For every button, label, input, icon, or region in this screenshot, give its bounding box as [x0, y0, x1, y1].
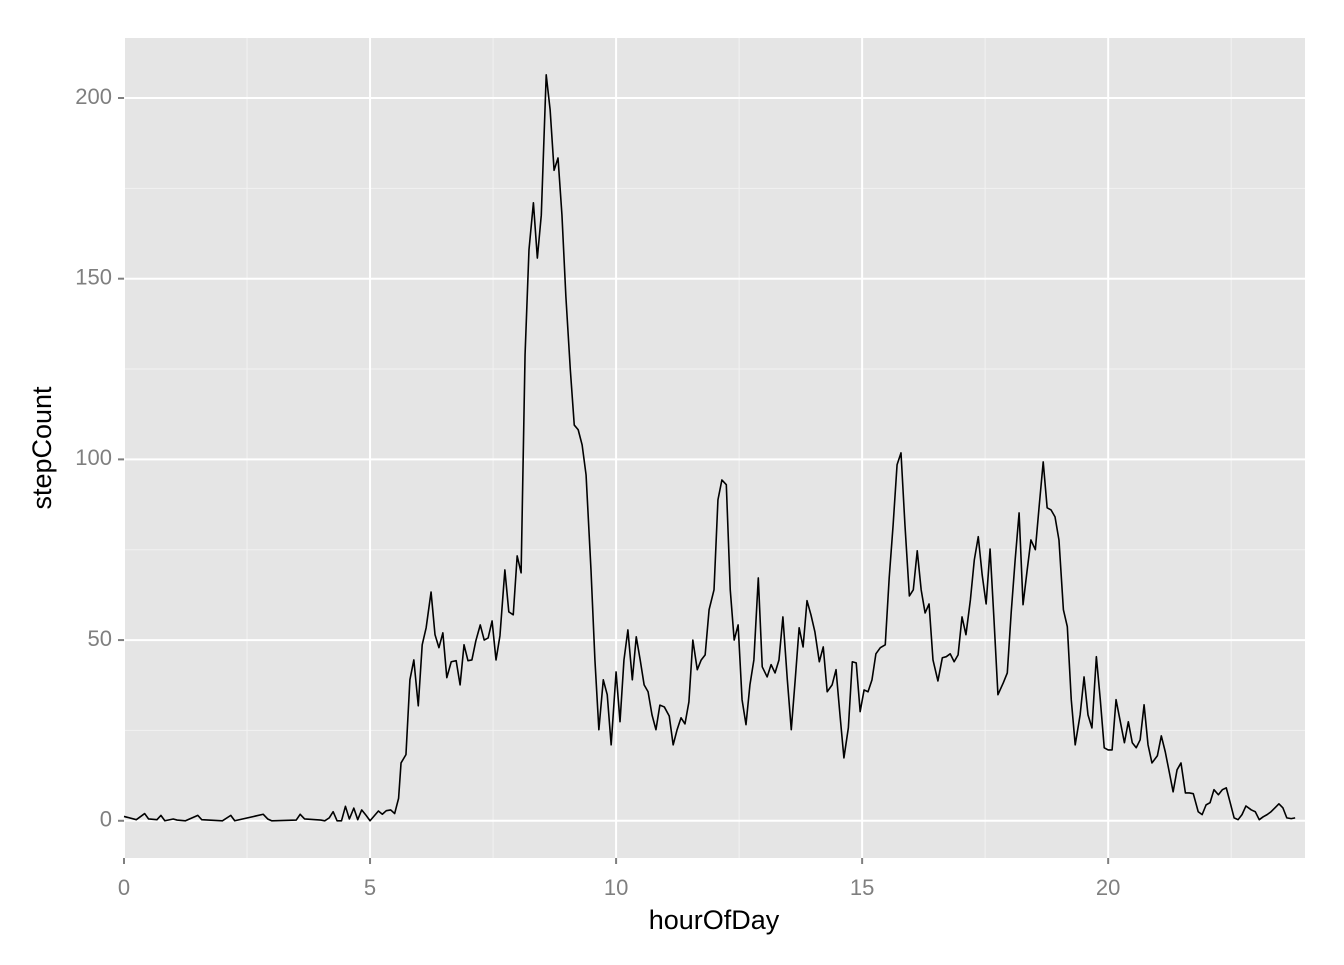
y-tick-label: 150 [75, 265, 112, 290]
panel [124, 38, 1305, 858]
x-tick-label: 20 [1096, 875, 1120, 900]
y-tick-label: 0 [100, 807, 112, 832]
x-tick-label: 0 [118, 875, 130, 900]
plot-area [123, 74, 1296, 822]
data-line [123, 74, 1296, 822]
y-axis-title: stepCount [27, 386, 57, 510]
y-tick-label: 200 [75, 84, 112, 109]
x-tick-label: 5 [364, 875, 376, 900]
x-axis-title: hourOfDay [649, 905, 780, 935]
x-tick-label: 15 [850, 875, 874, 900]
y-tick-label: 100 [75, 445, 112, 470]
y-tick-label: 50 [88, 626, 112, 651]
grid [123, 38, 1305, 858]
x-tick-label: 10 [604, 875, 628, 900]
